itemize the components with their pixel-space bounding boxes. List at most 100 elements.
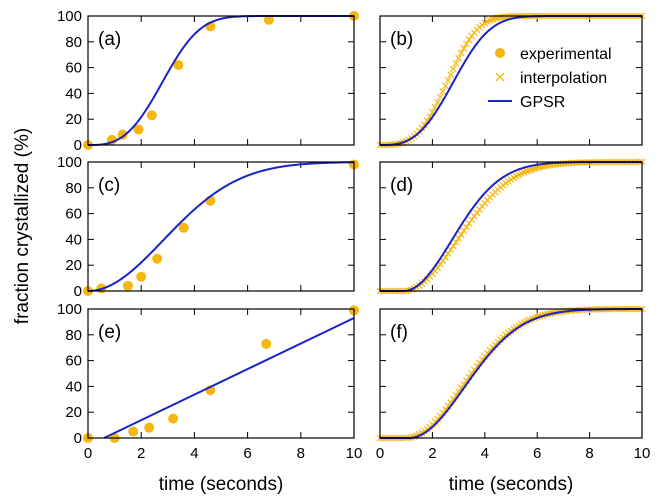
plot-frame	[379, 308, 643, 439]
gpsr-series-line	[88, 15, 354, 146]
x-tick-label: 2	[137, 445, 145, 462]
interpolation-point	[465, 219, 473, 227]
x-axis-label: time (seconds)	[449, 474, 574, 495]
panel-letter: (a)	[98, 29, 121, 50]
x-tick-label: 0	[84, 445, 92, 462]
plot-frame	[379, 15, 643, 146]
panel-d: (d)	[376, 158, 646, 295]
interpolation-point	[465, 36, 473, 44]
gpsr-series-line	[380, 308, 642, 439]
y-tick-label: 80	[65, 327, 82, 344]
interpolation-point	[457, 231, 465, 238]
plot-frame	[87, 161, 355, 292]
x-tick-label: 10	[634, 445, 651, 462]
legend-label: experimental	[520, 46, 612, 63]
legend-label: interpolation	[520, 70, 607, 87]
experimental-point	[168, 413, 179, 424]
y-tick-label: 60	[65, 60, 82, 77]
x-tick-label: 0	[376, 445, 384, 462]
x-tick-label: 6	[243, 445, 251, 462]
experimental-point	[263, 14, 274, 25]
interpolation-point	[457, 49, 465, 57]
interpolation-point	[455, 54, 463, 62]
interpolation-point	[449, 65, 457, 73]
interpolation-point	[468, 216, 476, 224]
x-axis-label: time (seconds)	[159, 474, 284, 495]
y-tick-label: 0	[74, 137, 82, 154]
y-tick-label: 100	[57, 154, 82, 171]
legend-marker-experimental	[495, 48, 505, 58]
x-tick-label: 4	[190, 445, 198, 462]
experimental-point	[152, 253, 163, 264]
legend: experimental interpolation GPSR	[488, 46, 612, 111]
y-axis-label: fraction crystallized (%)	[12, 128, 33, 324]
interpolation-point	[460, 44, 468, 52]
y-tick-label: 20	[65, 257, 82, 274]
panel-letter: (d)	[390, 175, 413, 196]
interpolation-point	[452, 238, 460, 246]
panel-letter: (c)	[98, 175, 120, 196]
legend-marker-interpolation	[495, 72, 505, 82]
panel-letter: (e)	[98, 322, 121, 343]
x-tick-label: 6	[533, 445, 541, 462]
interpolation-point	[502, 13, 510, 21]
experimental-point	[136, 271, 147, 282]
x-tick-label: 2	[428, 445, 436, 462]
panel-letter: (f)	[390, 322, 408, 343]
y-tick-label: 80	[65, 34, 82, 51]
x-tick-label: 8	[297, 445, 305, 462]
interpolation-point	[447, 71, 455, 78]
plot-frame	[87, 15, 355, 146]
y-tick-label: 60	[65, 206, 82, 223]
gpsr-series-line	[103, 317, 355, 439]
gpsr-series-line	[87, 161, 355, 292]
panel-b: (b)	[376, 12, 646, 149]
x-tick-label: 4	[481, 445, 489, 462]
experimental-point	[133, 124, 144, 135]
legend-label: GPSR	[520, 94, 565, 111]
experimental-point	[128, 426, 139, 437]
experimental-point	[122, 280, 133, 291]
y-tick-label: 20	[65, 404, 82, 421]
experimental-point	[173, 60, 184, 71]
panel-a: 0 20 40 60 80 100 (a)	[57, 8, 359, 154]
plot-frame	[87, 308, 355, 439]
experimental-point	[261, 338, 272, 349]
y-tick-label: 20	[65, 111, 82, 128]
interpolation-series	[376, 158, 646, 295]
y-tick-label: 40	[65, 378, 82, 395]
y-tick-label: 0	[74, 430, 82, 447]
interpolation-point	[449, 242, 457, 250]
y-tick-label: 40	[65, 231, 82, 248]
interpolation-point	[436, 93, 444, 101]
panel-letter: (b)	[390, 29, 413, 50]
interpolation-series	[376, 305, 646, 442]
interpolation-point	[455, 234, 463, 242]
gpsr-series-line	[380, 161, 642, 292]
experimental-point	[144, 422, 155, 433]
y-tick-label: 100	[57, 8, 82, 25]
interpolation-point	[439, 88, 447, 95]
x-tick-label: 10	[346, 445, 363, 462]
y-tick-label: 60	[65, 353, 82, 370]
interpolation-point	[463, 40, 470, 48]
y-tick-label: 0	[74, 283, 82, 300]
y-tick-label: 100	[57, 301, 82, 318]
interpolation-point	[463, 223, 470, 231]
experimental-point	[178, 222, 189, 233]
interpolation-point	[460, 227, 468, 235]
interpolation-point	[444, 250, 452, 257]
plot-frame	[379, 161, 643, 292]
interpolation-point	[447, 246, 455, 254]
interpolation-point	[421, 121, 428, 129]
interpolation-point	[452, 60, 460, 67]
y-tick-label: 80	[65, 180, 82, 197]
experimental-point	[146, 110, 157, 121]
interpolation-point	[444, 76, 452, 84]
y-tick-label: 40	[65, 85, 82, 102]
panel-f: 0 2 4 6 8 10 (f) time (seconds)	[376, 305, 651, 495]
x-tick-label: 8	[585, 445, 593, 462]
